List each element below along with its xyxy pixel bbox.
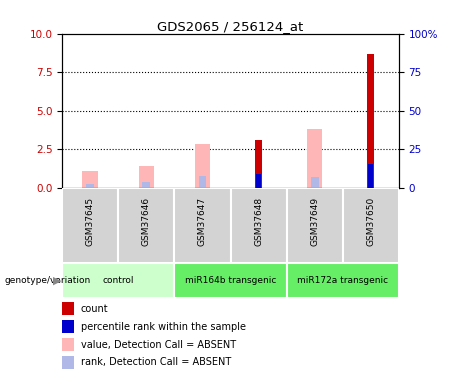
Text: GSM37650: GSM37650: [366, 196, 375, 246]
Bar: [195, 144, 210, 188]
Bar: [174, 188, 230, 262]
Bar: [311, 177, 319, 188]
Text: GSM37645: GSM37645: [86, 196, 95, 246]
Text: ▶: ▶: [53, 275, 61, 285]
Bar: [62, 303, 74, 315]
Bar: [138, 166, 154, 188]
Bar: [230, 188, 287, 262]
Text: miR164b transgenic: miR164b transgenic: [185, 276, 276, 285]
Bar: [255, 140, 262, 188]
Bar: [62, 188, 118, 262]
Bar: [343, 188, 399, 262]
Text: rank, Detection Call = ABSENT: rank, Detection Call = ABSENT: [81, 357, 231, 368]
Text: GSM37646: GSM37646: [142, 196, 151, 246]
Text: value, Detection Call = ABSENT: value, Detection Call = ABSENT: [81, 339, 236, 350]
Text: control: control: [103, 276, 134, 285]
Title: GDS2065 / 256124_at: GDS2065 / 256124_at: [157, 20, 304, 33]
Bar: [367, 54, 374, 188]
Text: GSM37647: GSM37647: [198, 196, 207, 246]
Text: GSM37648: GSM37648: [254, 196, 263, 246]
Bar: [287, 188, 343, 262]
Bar: [199, 176, 207, 188]
Text: miR172a transgenic: miR172a transgenic: [297, 276, 388, 285]
Bar: [256, 174, 261, 188]
Bar: [62, 262, 174, 298]
Bar: [287, 262, 399, 298]
Bar: [83, 171, 98, 188]
Bar: [62, 320, 74, 333]
Text: GSM37649: GSM37649: [310, 196, 319, 246]
Bar: [118, 188, 174, 262]
Bar: [86, 184, 94, 188]
Text: count: count: [81, 304, 108, 314]
Bar: [62, 338, 74, 351]
Bar: [307, 129, 323, 188]
Bar: [62, 356, 74, 369]
Text: genotype/variation: genotype/variation: [5, 276, 91, 285]
Text: percentile rank within the sample: percentile rank within the sample: [81, 322, 246, 332]
Bar: [174, 262, 287, 298]
Bar: [368, 164, 373, 188]
Bar: [142, 182, 150, 188]
